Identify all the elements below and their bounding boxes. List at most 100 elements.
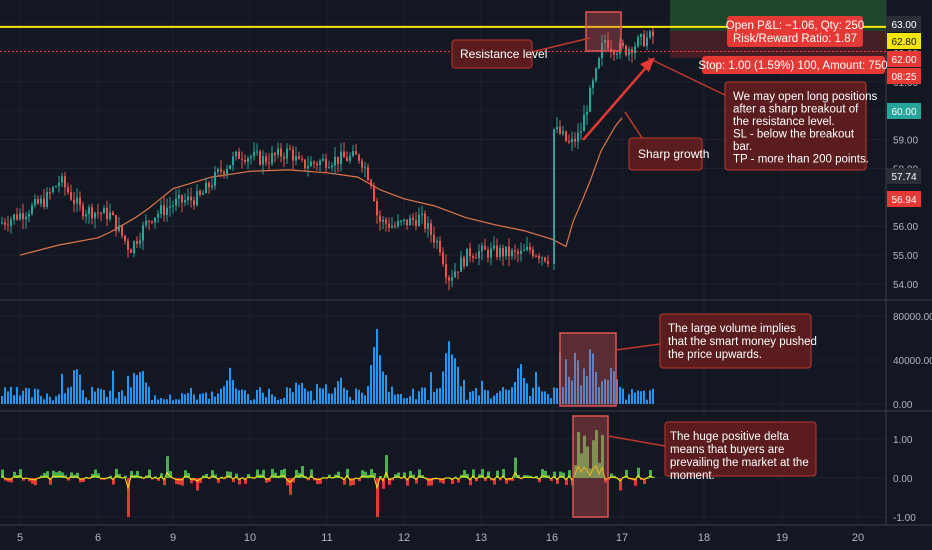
delta-bar bbox=[286, 478, 289, 486]
candle-body bbox=[526, 246, 528, 251]
delta-bar bbox=[373, 472, 376, 478]
volume-bar bbox=[253, 399, 255, 404]
time-axis[interactable]: 5 6 9 10 11 12 13 16 17 18 19 20 bbox=[17, 532, 864, 544]
price-tick-label: 55.00 bbox=[893, 251, 918, 262]
candle-body bbox=[76, 197, 78, 204]
callout-volume[interactable]: The large volume implies that the smart m… bbox=[659, 313, 817, 369]
candle-body bbox=[208, 182, 210, 188]
callout-delta[interactable]: The huge positive delta means that buyers… bbox=[664, 421, 817, 482]
volume-bar bbox=[79, 374, 81, 404]
time-tick-label: 6 bbox=[95, 532, 101, 544]
volume-bar bbox=[154, 395, 156, 404]
delta-bar bbox=[451, 478, 454, 484]
volume-bar bbox=[43, 399, 45, 404]
candle-body bbox=[19, 213, 21, 220]
candle-body bbox=[430, 223, 432, 235]
delta-bar bbox=[427, 478, 430, 486]
candle-body bbox=[175, 198, 177, 206]
volume-bar bbox=[247, 393, 249, 404]
candle-body bbox=[130, 249, 132, 253]
delta-bar bbox=[112, 478, 115, 485]
delta-bar bbox=[625, 469, 628, 478]
delta-bar bbox=[175, 478, 178, 485]
volume-bar bbox=[646, 399, 648, 404]
candle-body bbox=[580, 131, 582, 133]
volume-bar bbox=[292, 392, 294, 404]
delta-bar bbox=[127, 478, 130, 517]
breakout-highlight-box[interactable] bbox=[585, 11, 622, 52]
candle-body bbox=[25, 216, 27, 220]
delta-bar bbox=[55, 472, 58, 478]
delta-bar bbox=[148, 469, 151, 478]
callout-resistance[interactable]: Resistance level bbox=[451, 39, 547, 69]
candle-body bbox=[235, 151, 237, 157]
delta-bar bbox=[202, 475, 205, 478]
candle-body bbox=[538, 255, 540, 259]
delta-bar bbox=[472, 469, 475, 478]
volume-bar bbox=[400, 393, 402, 404]
delta-bar bbox=[634, 478, 637, 486]
volume-highlight-box[interactable] bbox=[559, 332, 617, 407]
delta-bar bbox=[502, 469, 505, 478]
candle-body bbox=[343, 151, 345, 158]
candle-body bbox=[217, 169, 219, 172]
volume-bar bbox=[442, 371, 444, 404]
candle-body bbox=[433, 234, 435, 243]
delta-bar bbox=[310, 469, 313, 478]
delta-bar bbox=[253, 478, 256, 479]
volume-bar bbox=[643, 390, 645, 404]
callout-trade-idea[interactable]: We may open long positions after a sharp … bbox=[724, 81, 878, 171]
delta-bar bbox=[454, 476, 457, 478]
volume-bar bbox=[529, 396, 531, 404]
delta-bar bbox=[43, 472, 46, 478]
volume-bar bbox=[382, 371, 384, 404]
position-labels[interactable]: Open P&L: −1.06, Qty: 250 Risk/Reward Ra… bbox=[698, 16, 888, 74]
sharp-growth-arrow[interactable] bbox=[582, 57, 655, 141]
delta-bar bbox=[292, 478, 295, 483]
candle-body bbox=[7, 224, 9, 226]
candle-body bbox=[598, 58, 600, 69]
candle-body bbox=[226, 168, 228, 174]
candle-body bbox=[103, 207, 105, 214]
time-tick-label: 5 bbox=[17, 532, 23, 544]
candle-body bbox=[61, 176, 63, 183]
delta-bar bbox=[565, 478, 568, 486]
volume-bar bbox=[649, 390, 651, 404]
candle-body bbox=[13, 214, 15, 220]
volume-bar bbox=[601, 381, 603, 404]
volume-bar bbox=[214, 396, 216, 404]
volume-bar bbox=[619, 387, 621, 404]
delta-bar bbox=[409, 471, 412, 478]
candle-body bbox=[64, 176, 66, 188]
delta-bar bbox=[142, 478, 145, 479]
volume-bar bbox=[235, 388, 237, 404]
delta-bar bbox=[364, 471, 367, 478]
candle-body bbox=[595, 68, 597, 81]
volume-bar bbox=[172, 400, 174, 404]
candle-body bbox=[511, 250, 513, 257]
delta-bar bbox=[124, 475, 127, 478]
candle-body bbox=[85, 214, 87, 217]
delta-highlight-box[interactable] bbox=[572, 415, 609, 518]
volume-bar bbox=[28, 388, 30, 404]
candle-body bbox=[466, 248, 468, 267]
volume-bar bbox=[517, 368, 519, 404]
delta-bar bbox=[187, 473, 190, 478]
candle-body bbox=[448, 277, 450, 281]
volume-tick-label: 0.00 bbox=[893, 400, 913, 411]
price-tags: 63.00 62.80 62.00 08:25 60.00 57.74 56.94 bbox=[887, 16, 921, 207]
candle-body bbox=[571, 138, 573, 143]
volume-bar bbox=[322, 388, 324, 404]
delta-bar bbox=[271, 468, 274, 478]
callout-sharp-growth[interactable]: Sharp growth bbox=[628, 137, 709, 171]
candle-body bbox=[637, 37, 639, 47]
volume-bar bbox=[286, 387, 288, 404]
candle-body bbox=[616, 53, 618, 55]
volume-bar bbox=[613, 371, 615, 404]
candle-body bbox=[451, 277, 453, 281]
price-tag-label: 62.00 bbox=[891, 55, 916, 66]
candle-body bbox=[382, 219, 384, 222]
candle-body bbox=[82, 205, 84, 217]
volume-bar bbox=[616, 379, 618, 404]
candle-body bbox=[514, 250, 516, 252]
